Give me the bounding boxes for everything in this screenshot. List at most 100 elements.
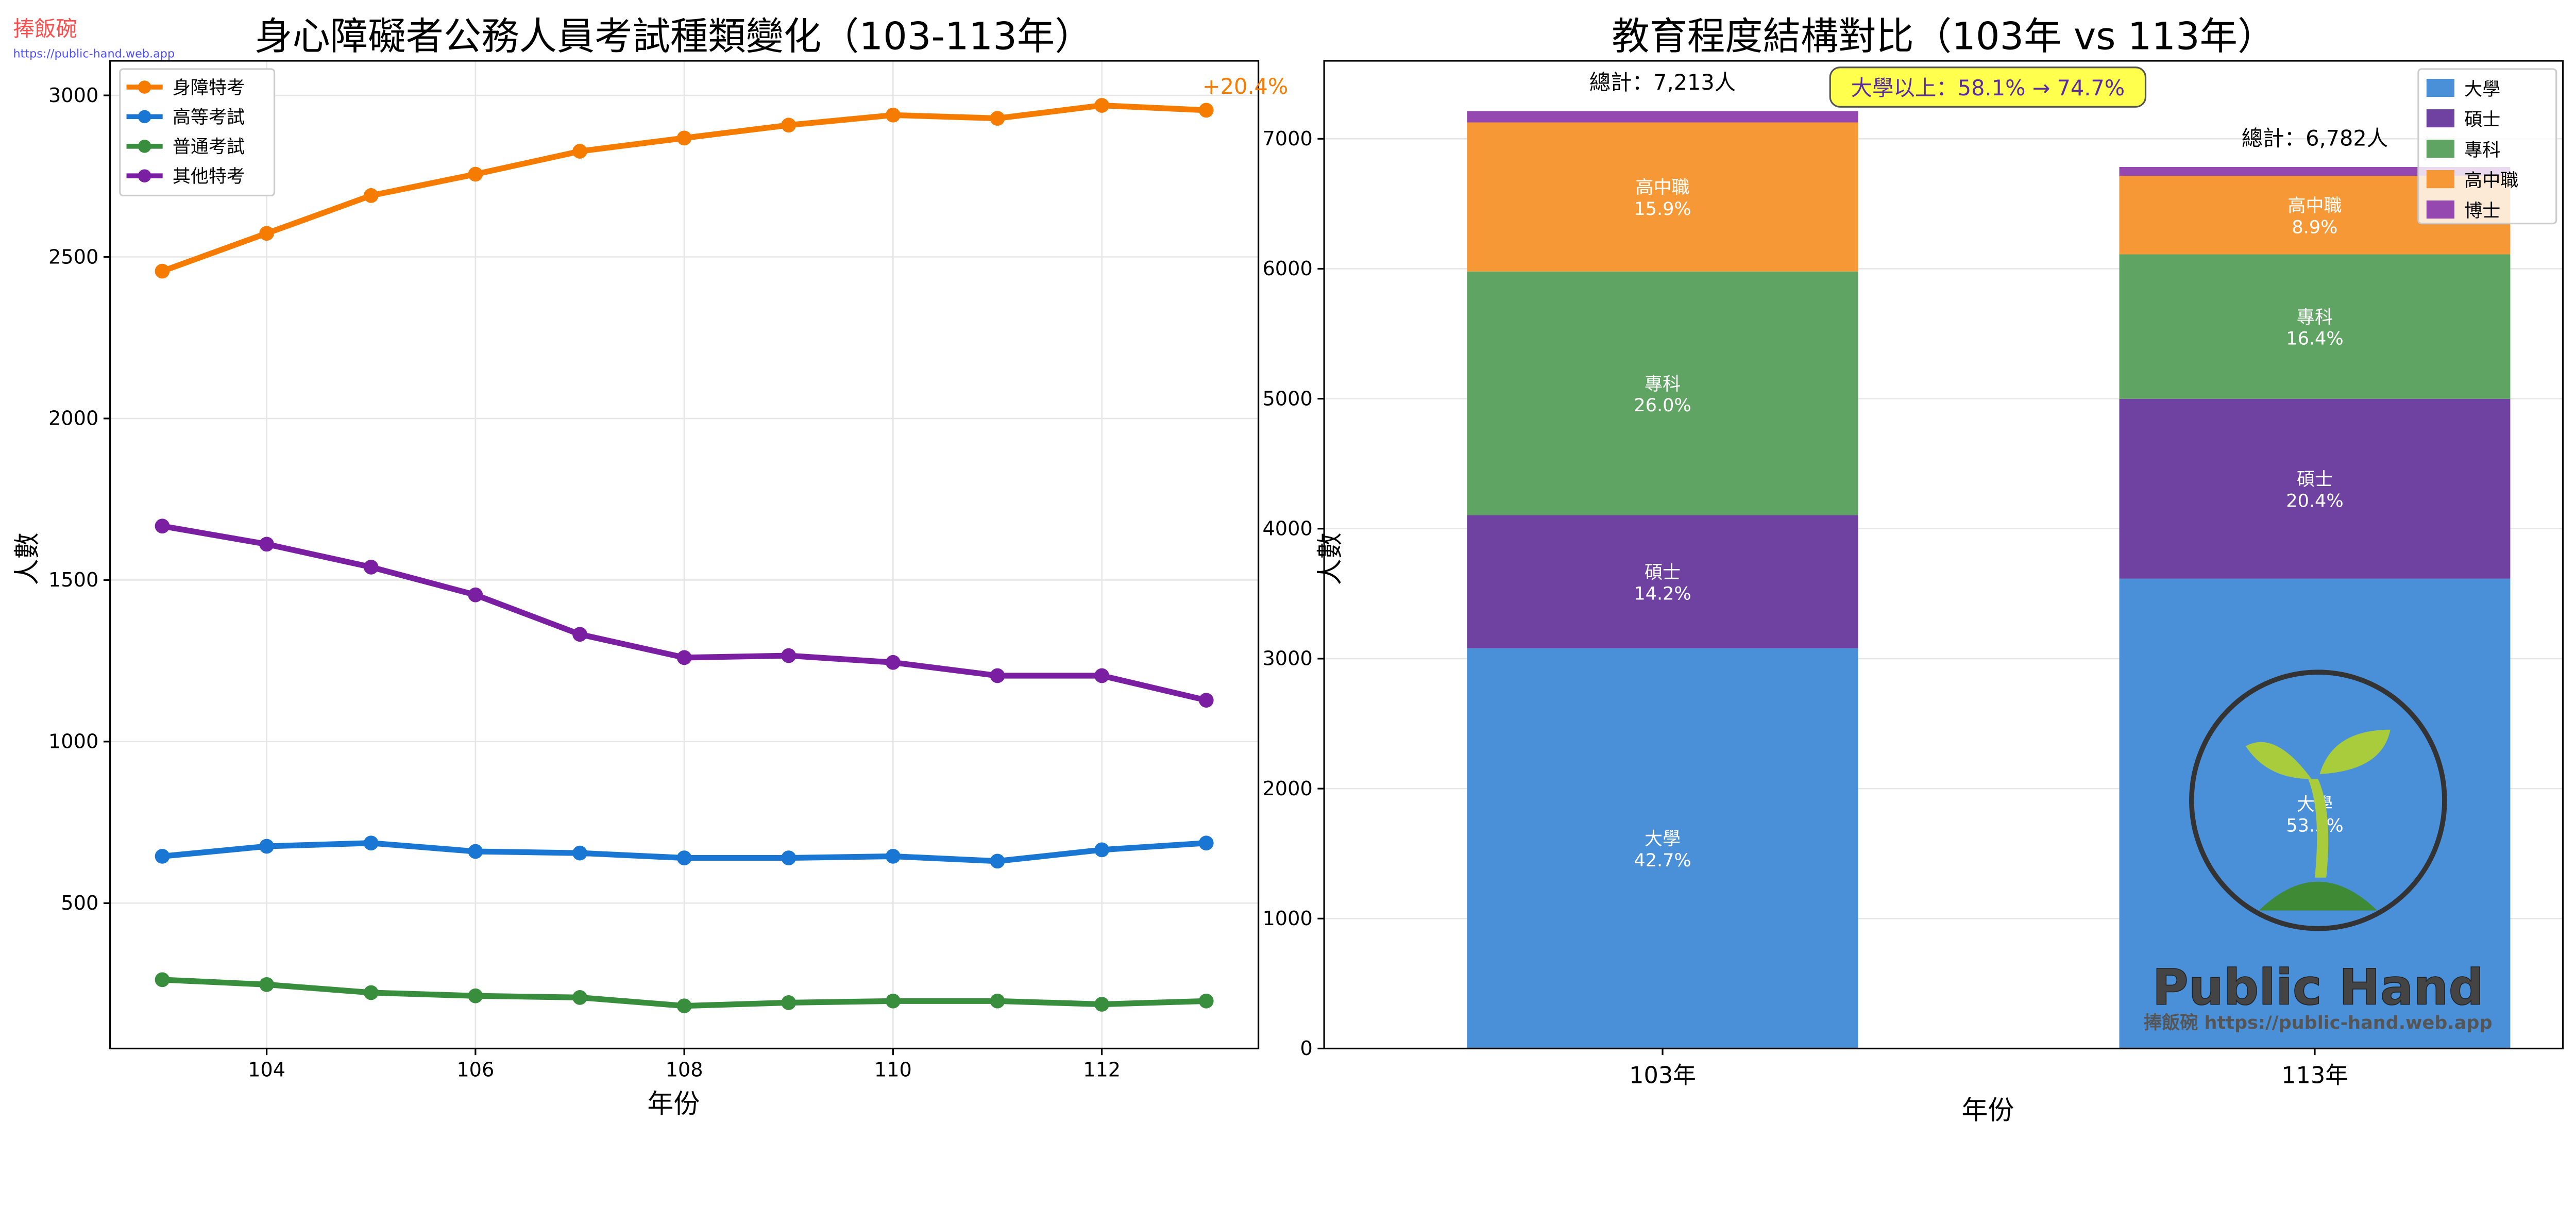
x-tick-label: 104: [248, 1059, 285, 1082]
data-point: [1094, 668, 1109, 683]
y-tick-label: 1000: [48, 730, 98, 754]
legend-label: 其他特考: [173, 166, 245, 187]
x-tick-label: 106: [456, 1059, 494, 1082]
logo-stem-icon: [2308, 779, 2329, 878]
logo-leaf-right-icon: [2319, 729, 2391, 774]
logo-leaf-left-icon: [2246, 742, 2312, 779]
bar-segment-博士: [1467, 111, 1858, 123]
y-tick-label: 0: [1300, 1037, 1312, 1060]
watermark-url: https://public-hand.web.app: [13, 47, 175, 61]
y-tick-label: 3000: [1262, 647, 1312, 671]
data-point: [259, 226, 274, 241]
data-point: [676, 130, 692, 146]
segment-label: 碩士: [1645, 562, 1681, 583]
data-point: [886, 849, 901, 864]
logo-soil-icon: [2259, 881, 2378, 911]
segment-percent: 26.0%: [1634, 395, 1691, 416]
bar-segment-高中職: [1467, 122, 1858, 272]
y-tick-label: 5000: [1262, 387, 1312, 410]
data-point: [572, 144, 587, 159]
figure: 捧飯碗 https://public-hand.web.app 身心障礙者公務人…: [12, 15, 2564, 1126]
data-point: [886, 655, 901, 670]
data-point: [363, 188, 379, 203]
logo-text: Public Hand: [2153, 958, 2484, 1016]
segment-label: 高中職: [2287, 195, 2342, 216]
y-tick-label: 6000: [1262, 257, 1312, 280]
x-tick-label: 103年: [1629, 1062, 1696, 1089]
data-point: [259, 839, 274, 854]
data-point: [676, 850, 692, 865]
plot-frame: [1323, 60, 2564, 1050]
data-point: [363, 835, 379, 851]
data-point: [676, 998, 692, 1014]
legend-label: 普通考試: [173, 137, 245, 158]
legend-label: 博士: [2464, 200, 2500, 222]
legend-box: [119, 68, 276, 197]
data-point: [1198, 103, 1214, 118]
data-point: [1198, 693, 1214, 708]
bar-total-label: 總計：7,213人: [1589, 70, 1736, 95]
legend-label: 大學: [2464, 79, 2500, 100]
data-point: [155, 849, 170, 864]
data-point: [1094, 98, 1109, 113]
data-point: [676, 650, 692, 665]
annotation-box: [1829, 66, 2147, 108]
y-tick-label: 7000: [1262, 127, 1312, 150]
x-tick-label: 108: [666, 1059, 703, 1082]
legend-marker: [138, 169, 151, 182]
segment-label: 高中職: [1635, 177, 1689, 198]
logo-subtext: 捧飯碗 https://public-hand.web.app: [2144, 1012, 2492, 1033]
data-point: [781, 118, 796, 133]
y-tick-label: 500: [61, 892, 98, 915]
legend-label: 身障特考: [173, 77, 245, 98]
x-axis-label: 年份: [1961, 1096, 2014, 1126]
segment-percent: 20.4%: [2286, 490, 2343, 511]
y-tick-label: 2500: [48, 245, 98, 269]
segment-percent: 42.7%: [1634, 850, 1691, 871]
data-point: [1198, 835, 1214, 851]
segment-percent: 53.3%: [2286, 815, 2343, 836]
data-point: [572, 845, 587, 861]
left-chart-title: 身心障礙者公務人員考試種類變化（103-113年）: [255, 15, 1092, 59]
data-point: [155, 972, 170, 987]
bar-segment-碩士: [2119, 398, 2511, 579]
bar-segment-專科: [1467, 271, 1858, 515]
data-point: [155, 518, 170, 534]
y-tick-label: 1500: [48, 568, 98, 592]
segment-label: 大學: [1645, 829, 1681, 850]
data-point: [468, 587, 483, 602]
annotation-text: 大學以上：58.1% → 74.7%: [1851, 76, 2125, 101]
segment-label: 專科: [1645, 374, 1681, 395]
data-point: [781, 995, 796, 1010]
legend-label: 高中職: [2464, 170, 2518, 191]
y-tick-label: 4000: [1262, 517, 1312, 541]
right-chart-title: 教育程度結構對比（103年 vs 113年）: [1612, 15, 2275, 59]
legend-marker: [138, 140, 151, 153]
bar-segment-博士: [2119, 167, 2511, 176]
legend-swatch: [2426, 200, 2455, 219]
logo-circle-icon: [2189, 669, 2447, 931]
data-point: [990, 668, 1005, 683]
legend-swatch: [2426, 79, 2455, 97]
legend-label: 碩士: [2464, 109, 2500, 130]
data-point: [363, 985, 379, 1000]
data-point: [990, 853, 1005, 869]
x-tick-label: 110: [874, 1059, 912, 1082]
legend-label: 高等考試: [173, 107, 245, 128]
data-point: [781, 850, 796, 865]
y-axis-label: 人數: [1315, 532, 1346, 585]
data-point: [363, 559, 379, 575]
change-annotation: +20.4%: [1202, 74, 1288, 99]
data-point: [990, 993, 1005, 1009]
segment-percent: 15.9%: [1634, 198, 1691, 220]
legend-swatch: [2426, 170, 2455, 189]
data-point: [1094, 842, 1109, 858]
bar-total-label: 總計：6,782人: [2242, 126, 2388, 151]
y-tick-label: 2000: [1262, 777, 1312, 800]
legend-swatch: [2426, 109, 2455, 128]
data-point: [259, 537, 274, 552]
segment-percent: 14.2%: [1634, 583, 1691, 605]
legend-label: 專科: [2464, 140, 2500, 161]
y-tick-label: 3000: [48, 84, 98, 107]
